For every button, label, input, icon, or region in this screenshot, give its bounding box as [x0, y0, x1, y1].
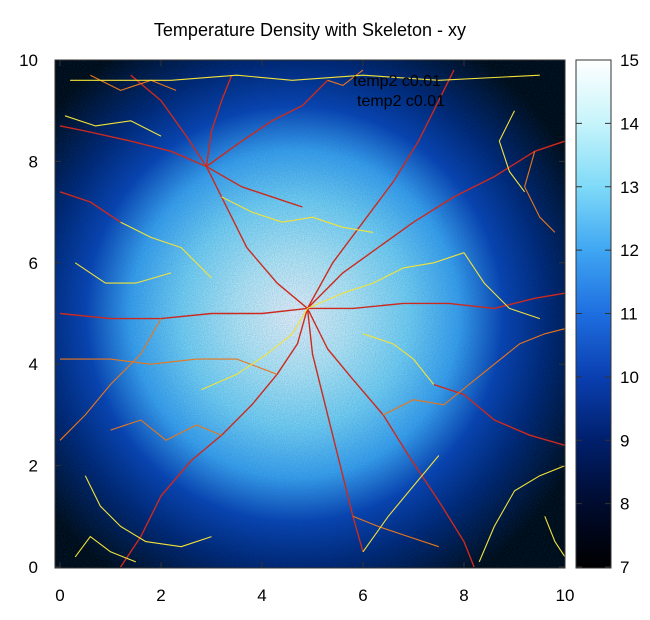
x-tick-label: 6 — [358, 586, 367, 605]
skeleton-line-yellow — [74, 536, 137, 563]
legend: temp2 c0.01 temp2 c0.01 — [353, 73, 445, 110]
skeleton-line-yellow — [498, 110, 526, 193]
skeleton-line-yellow — [84, 475, 212, 548]
colorbar-tick-label: 13 — [620, 178, 639, 197]
skeleton-line-orange — [59, 318, 162, 441]
skeleton-line-yellow — [463, 252, 540, 320]
colorbar-tick-label: 10 — [620, 368, 639, 387]
skeleton-line-red — [206, 165, 303, 208]
skeleton-line-red — [205, 166, 308, 309]
plot-area: temp2 c0.01 temp2 c0.01 — [55, 60, 565, 568]
skeleton-line-yellow — [478, 465, 565, 563]
skeleton-line-yellow — [201, 308, 308, 391]
colorbar-tick-label: 11 — [620, 305, 638, 324]
legend-entry-1: temp2 c0.01 — [353, 73, 441, 90]
skeleton-line-red — [306, 308, 475, 568]
skeleton-line-orange — [524, 151, 556, 233]
skeleton-line-orange — [382, 328, 565, 416]
colorbar-tick-label: 14 — [620, 114, 639, 133]
y-tick-label: 2 — [29, 457, 38, 476]
skeleton-line-orange — [60, 358, 278, 375]
skeleton-line-orange — [90, 74, 177, 91]
skeleton-line-yellow — [70, 74, 540, 81]
skeleton-line-yellow — [120, 221, 212, 279]
y-tick-label: 4 — [29, 355, 38, 374]
x-tick-label: 10 — [556, 586, 575, 605]
x-tick-label: 8 — [459, 586, 468, 605]
skeleton-line-red — [307, 292, 565, 310]
skeleton-line-yellow — [221, 196, 374, 233]
skeleton-lines — [59, 69, 565, 568]
y-tick-label: 0 — [29, 558, 38, 577]
y-tick-label: 10 — [19, 51, 38, 70]
skeleton-line-red — [205, 74, 233, 167]
plot-frame — [54, 59, 566, 569]
legend-entry-2: temp2 c0.01 — [357, 93, 445, 110]
skeleton-line-yellow — [64, 115, 162, 137]
skeleton-line-red — [59, 191, 121, 223]
skeleton-line-red — [130, 74, 207, 167]
skeleton-line-yellow — [544, 516, 565, 558]
skeleton-line-red — [307, 140, 565, 309]
x-tick-label: 4 — [257, 586, 266, 605]
colorbar-tick-label: 7 — [620, 558, 629, 577]
skeleton-line-yellow — [307, 252, 465, 309]
skeleton-line-red — [205, 79, 329, 168]
y-tick-label: 6 — [29, 254, 38, 273]
skeleton-line-red — [433, 383, 565, 446]
skeleton-line-red — [59, 307, 308, 320]
skeleton-line-orange — [110, 419, 222, 441]
skeleton-line-red — [59, 125, 207, 168]
x-tick-label: 2 — [156, 586, 165, 605]
skeleton-line-yellow — [74, 262, 172, 284]
colorbar-tick-label: 8 — [620, 495, 629, 514]
chart-title: Temperature Density with Skeleton - xy — [154, 20, 466, 40]
skeleton-line-orange — [352, 515, 439, 548]
skeleton-line-red — [306, 69, 455, 309]
x-axis: 0 2 4 6 8 10 — [55, 60, 574, 605]
colorbar-tick-label: 12 — [620, 241, 639, 260]
colorbar-tick-label: 15 — [620, 51, 639, 70]
colorbar-ticks: 7 8 9 10 11 12 13 14 15 — [576, 51, 639, 577]
colorbar-tick-label: 9 — [620, 431, 629, 450]
y-axis: 0 2 4 6 8 10 — [19, 51, 565, 577]
colorbar: 7 8 9 10 11 12 13 14 15 — [575, 51, 639, 577]
skeleton-line-yellow — [362, 333, 435, 385]
x-tick-label: 0 — [55, 586, 64, 605]
skeleton-line-yellow — [362, 455, 440, 553]
y-tick-label: 8 — [29, 152, 38, 171]
